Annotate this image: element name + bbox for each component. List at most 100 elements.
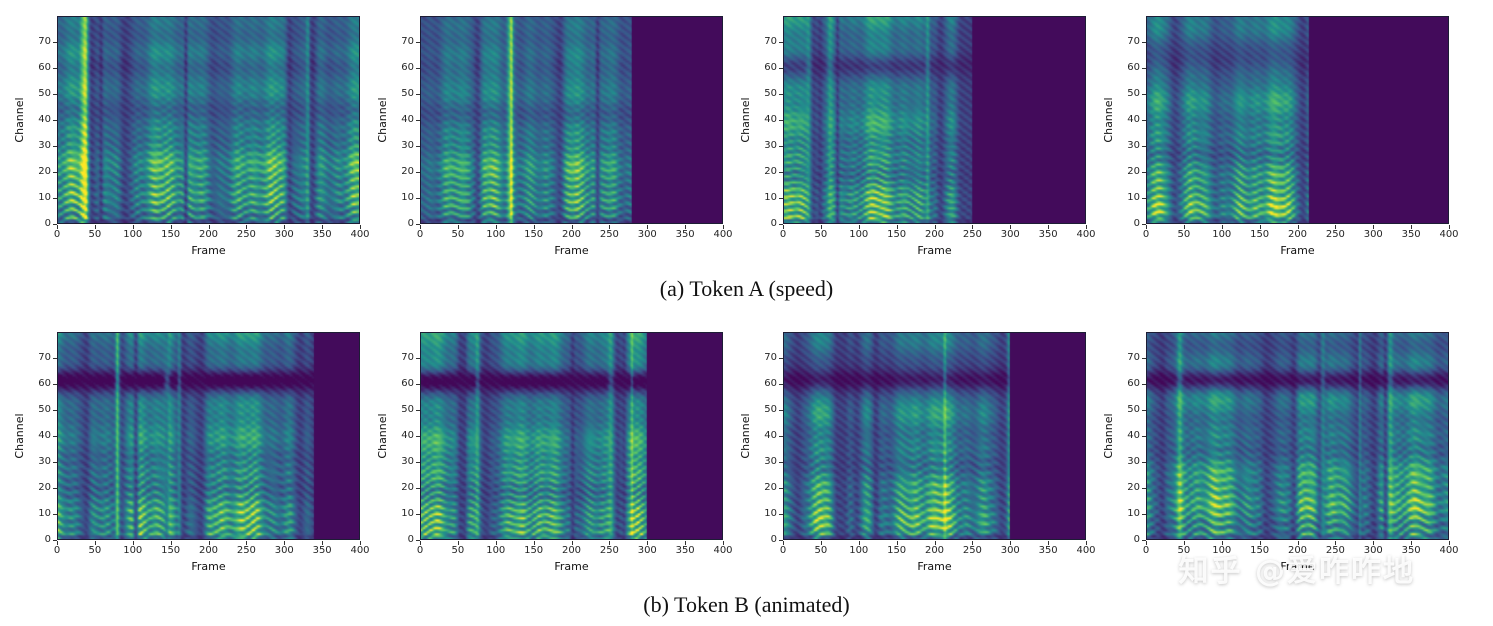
x-tick-label: 150	[524, 545, 544, 556]
y-tick-mark	[416, 146, 420, 147]
y-tick-mark	[416, 384, 420, 385]
x-tick-label: 200	[561, 229, 582, 240]
x-tick-label: 0	[53, 545, 61, 556]
x-tick-label: 350	[1038, 545, 1058, 556]
y-tick-label: 50	[38, 88, 51, 99]
x-tick-mark	[420, 541, 421, 545]
x-tick-mark	[896, 541, 898, 545]
spectrogram-heatmap	[57, 332, 360, 540]
x-tick-label: 150	[524, 229, 544, 240]
x-tick-mark	[57, 541, 58, 545]
y-tick-mark	[1142, 120, 1146, 121]
x-tick-label: 100	[1212, 229, 1232, 240]
y-tick-mark	[416, 172, 420, 173]
y-tick-label: 70	[764, 36, 777, 47]
y-tick-label: 10	[38, 508, 51, 519]
y-tick-mark	[1142, 384, 1146, 385]
x-tick-mark	[1373, 541, 1375, 545]
x-tick-label: 350	[1401, 229, 1421, 240]
x-tick-label: 400	[1076, 545, 1096, 556]
x-tick-mark	[533, 541, 535, 545]
x-tick-mark	[495, 541, 497, 545]
x-tick-mark	[571, 541, 573, 545]
x-tick-label: 200	[561, 545, 582, 556]
x-tick-label: 50	[451, 229, 465, 240]
x-axis-label: Frame	[1280, 244, 1315, 257]
y-tick-mark	[416, 410, 420, 411]
x-tick-label: 250	[599, 545, 619, 556]
y-tick-mark	[53, 540, 57, 541]
x-tick-mark	[1259, 541, 1261, 545]
y-tick-label: 30	[38, 456, 51, 467]
x-tick-mark	[1411, 541, 1413, 545]
y-tick-label: 10	[764, 192, 777, 203]
y-tick-label: 10	[401, 508, 414, 519]
x-tick-label: 300	[274, 229, 294, 240]
y-tick-mark	[53, 146, 57, 147]
x-tick-label: 100	[123, 545, 143, 556]
x-tick-mark	[820, 225, 822, 229]
y-tick-mark	[779, 198, 783, 199]
y-tick-label: 40	[764, 114, 777, 125]
x-tick-label: 400	[713, 545, 733, 556]
y-tick-label: 40	[1127, 430, 1140, 441]
x-tick-label: 100	[849, 229, 869, 240]
x-tick-mark	[1048, 541, 1050, 545]
x-tick-label: 300	[637, 545, 657, 556]
x-tick-label: 400	[1076, 229, 1096, 240]
token-b-panels: Channel Frame 0 10 20 30 40 50 60 70 0 50 100 150 20…	[0, 328, 1493, 578]
x-tick-label: 250	[1325, 229, 1345, 240]
x-tick-label: 350	[1038, 229, 1058, 240]
x-tick-mark	[132, 225, 134, 229]
x-tick-mark	[322, 225, 324, 229]
y-tick-mark	[1142, 540, 1146, 541]
spectrogram-heatmap	[783, 16, 1086, 224]
y-tick-mark	[53, 94, 57, 95]
y-tick-label: 0	[1133, 218, 1140, 229]
x-tick-label: 0	[779, 229, 787, 240]
y-tick-label: 10	[38, 192, 51, 203]
y-tick-mark	[779, 120, 783, 121]
x-tick-mark	[723, 225, 724, 229]
y-tick-mark	[1142, 68, 1146, 69]
spectrogram-heatmap	[420, 16, 723, 224]
x-tick-mark	[972, 225, 974, 229]
x-tick-mark	[1048, 225, 1050, 229]
x-tick-mark	[170, 541, 172, 545]
y-tick-mark	[53, 198, 57, 199]
y-tick-label: 70	[764, 352, 777, 363]
x-tick-label: 250	[1325, 545, 1345, 556]
y-tick-mark	[416, 224, 420, 225]
y-tick-mark	[1142, 146, 1146, 147]
x-tick-label: 400	[1439, 229, 1459, 240]
y-tick-mark	[53, 224, 57, 225]
y-tick-mark	[779, 94, 783, 95]
y-tick-mark	[416, 120, 420, 121]
y-tick-mark	[416, 540, 420, 541]
y-tick-label: 40	[401, 430, 414, 441]
x-tick-label: 100	[486, 545, 506, 556]
y-tick-label: 70	[1127, 36, 1140, 47]
y-tick-label: 0	[770, 218, 777, 229]
x-tick-mark	[1146, 541, 1147, 545]
x-tick-label: 400	[1439, 545, 1459, 556]
x-tick-label: 100	[849, 545, 869, 556]
y-tick-label: 0	[44, 218, 51, 229]
x-tick-label: 250	[599, 229, 619, 240]
y-tick-mark	[53, 462, 57, 463]
x-tick-mark	[934, 225, 936, 229]
x-axis-label: Frame	[554, 560, 589, 573]
y-tick-mark	[416, 488, 420, 489]
x-tick-label: 150	[887, 229, 907, 240]
x-tick-mark	[571, 225, 573, 229]
x-tick-label: 250	[236, 229, 256, 240]
x-tick-mark	[208, 541, 210, 545]
x-tick-mark	[132, 541, 134, 545]
x-tick-mark	[533, 225, 535, 229]
x-tick-label: 350	[675, 545, 695, 556]
y-tick-mark	[416, 514, 420, 515]
x-tick-mark	[723, 541, 724, 545]
x-tick-mark	[284, 541, 286, 545]
spectrogram-panel: Channel Frame 0 10 20 30 40 50 60 70 0 50 100 150 20…	[731, 328, 1096, 578]
y-tick-label: 20	[1127, 482, 1140, 493]
